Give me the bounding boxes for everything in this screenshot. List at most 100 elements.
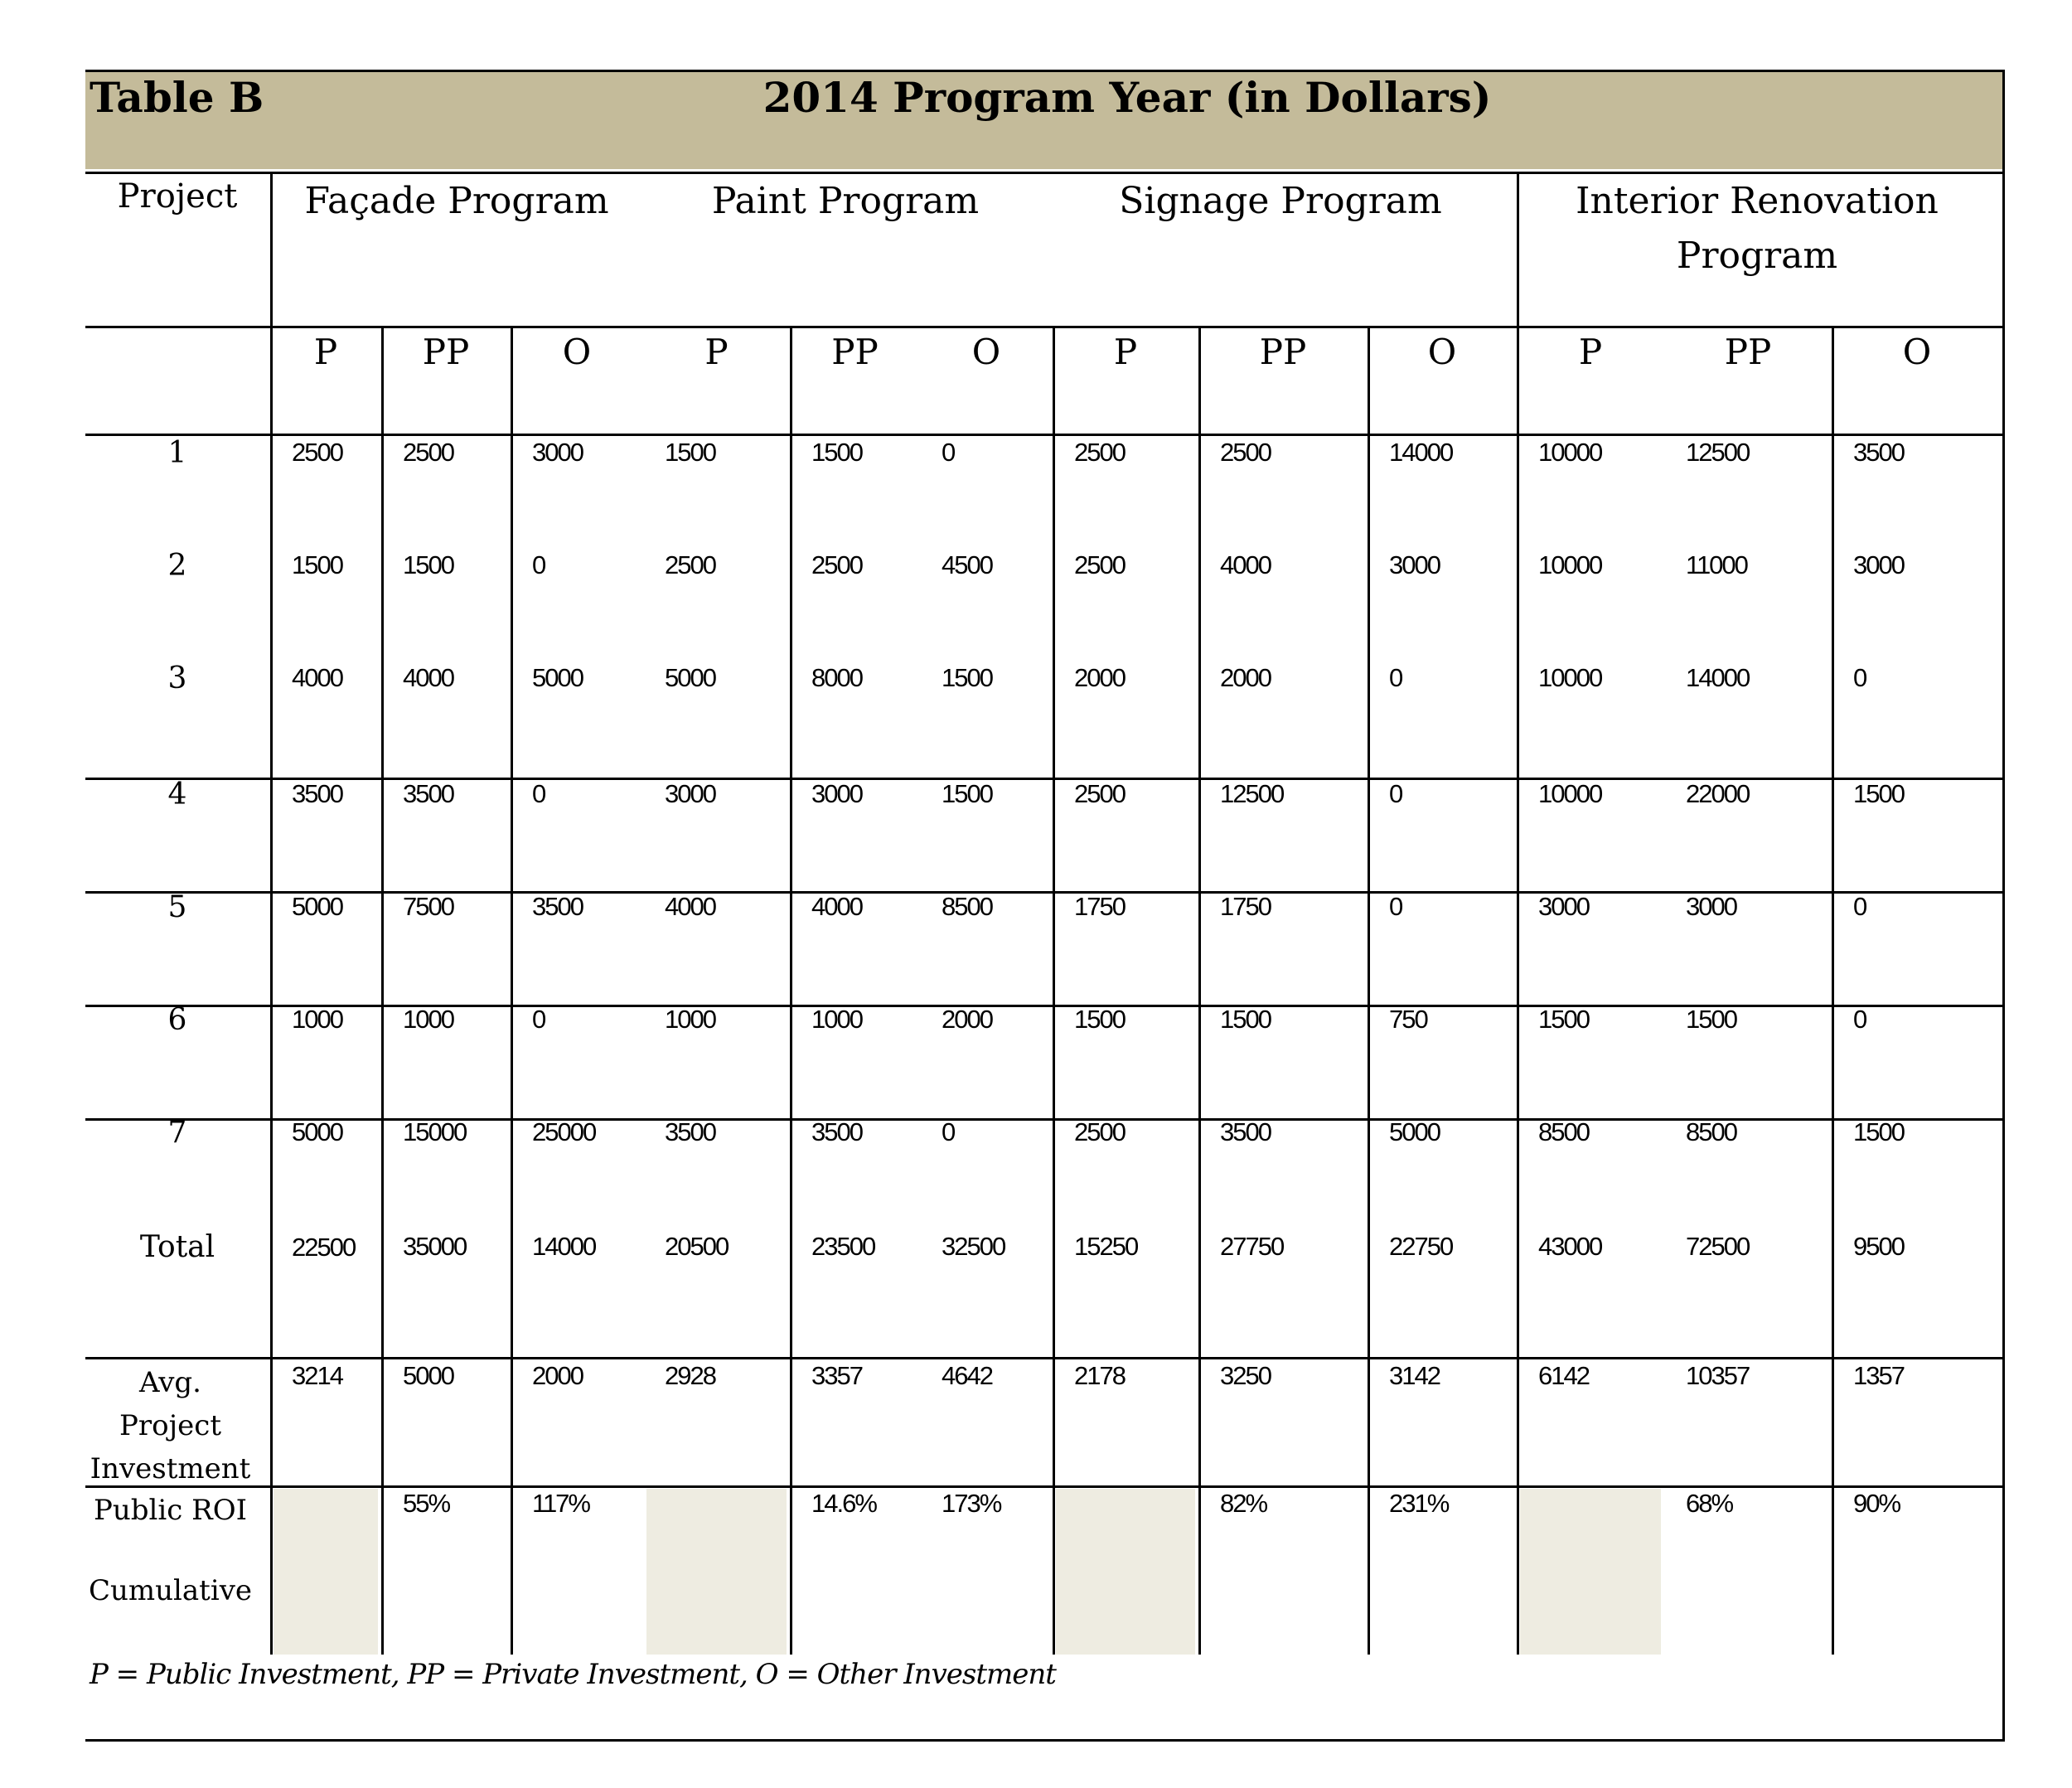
table-label: Table B [90, 73, 264, 122]
table-cell: 4000 [1220, 550, 1272, 579]
grid-line [85, 70, 2005, 72]
table-cell: 3000 [532, 438, 584, 467]
table-cell: 3000 [1686, 892, 1738, 921]
table-cell: 43000 [1538, 1232, 1603, 1261]
grid-line [85, 1005, 2005, 1007]
table-cell: 0 [532, 550, 546, 579]
table-cell: 0 [1853, 663, 1867, 692]
avg-cell: 2178 [1074, 1361, 1126, 1390]
subheader-p: P [704, 332, 729, 372]
avg-cell: 3250 [1220, 1361, 1272, 1390]
table-cell: 3000 [1389, 550, 1441, 579]
subheader-o: O [971, 332, 1001, 372]
table-cell: 5000 [532, 663, 584, 692]
roi-cell: 117% [532, 1489, 591, 1518]
row-label: 6 [167, 1003, 187, 1037]
table-cell: 1750 [1074, 892, 1126, 921]
table-cell: 0 [1853, 892, 1867, 921]
program-header-facade: Façade Program [304, 180, 609, 222]
table-cell: 15000 [403, 1117, 467, 1146]
table-cell: 2500 [1074, 550, 1126, 579]
table-cell: 8500 [1686, 1117, 1738, 1146]
table-cell: 1500 [1686, 1005, 1738, 1034]
avg-cell: 2000 [532, 1361, 584, 1390]
grid-line [85, 326, 2005, 328]
table-cell: 3500 [665, 1117, 717, 1146]
table-cell: 1750 [1220, 892, 1272, 921]
table-cell: 3500 [1220, 1117, 1272, 1146]
avg-row-label: Avg. Project Investment [90, 1366, 251, 1485]
table-cell: 22750 [1389, 1232, 1454, 1261]
subheader-pp: PP [831, 332, 879, 372]
roi-cell: 55% [403, 1489, 451, 1518]
table-cell: 2000 [1074, 663, 1126, 692]
table-cell: 22000 [1686, 779, 1750, 808]
table-cell: 1000 [403, 1005, 455, 1034]
grid-line [85, 891, 2005, 894]
table-cell: 72500 [1686, 1232, 1750, 1261]
table-cell: 3500 [292, 779, 344, 808]
table-cell: 9500 [1853, 1232, 1905, 1261]
table-cell: 0 [1389, 779, 1403, 808]
table-cell: 4000 [811, 892, 864, 921]
table-cell: 25000 [532, 1117, 597, 1146]
table-cell: 0 [1389, 663, 1403, 692]
table-cell: 1500 [942, 779, 994, 808]
table-cell: 5000 [1389, 1117, 1441, 1146]
table-cell: 1500 [292, 550, 344, 579]
table-cell: 4000 [403, 663, 455, 692]
row-label: 2 [167, 549, 187, 583]
program-header-paint: Paint Program [711, 180, 980, 222]
table-cell: 2500 [1074, 438, 1126, 467]
avg-cell: 3214 [292, 1361, 344, 1390]
subheader-pp: PP [422, 332, 470, 372]
grid-line [1198, 326, 1201, 1655]
roi-row-label: Public ROI [93, 1494, 248, 1527]
table-cell: 0 [942, 438, 956, 467]
table-cell: 0 [532, 1005, 546, 1034]
table-cell: 35000 [403, 1232, 467, 1261]
subheader-p: P [313, 332, 338, 372]
table-cell: 4000 [292, 663, 344, 692]
table-cell: 2000 [1220, 663, 1272, 692]
table-cell: 10000 [1538, 438, 1603, 467]
avg-cell: 4642 [942, 1361, 994, 1390]
table-cell: 3000 [665, 779, 717, 808]
table-cell: 1500 [665, 438, 717, 467]
table-cell: 3000 [1538, 892, 1590, 921]
row-label: 5 [167, 890, 187, 924]
grid-line [85, 778, 2005, 780]
table-cell: 22500 [292, 1233, 356, 1262]
table-cell: 3500 [403, 779, 455, 808]
grid-line [381, 326, 384, 1655]
table-cell: 1500 [1220, 1005, 1272, 1034]
table-cell: 0 [532, 779, 546, 808]
subheader-p: P [1113, 332, 1138, 372]
table-cell: 12500 [1686, 438, 1750, 467]
table-cell: 2500 [1074, 779, 1126, 808]
table-cell: 3000 [811, 779, 864, 808]
subheader-pp: PP [1724, 332, 1772, 372]
roi-shaded-cell [1056, 1489, 1195, 1655]
table-cell: 2500 [665, 550, 717, 579]
table-cell: 2500 [292, 438, 344, 467]
footnote: P = Public Investment, PP = Private Inve… [90, 1658, 1057, 1691]
roi-cell: 82% [1220, 1489, 1268, 1518]
roi-shaded-cell [1520, 1489, 1661, 1655]
table-cell: 1500 [1538, 1005, 1590, 1034]
grid-line [85, 1118, 2005, 1121]
table-cell: 8500 [1538, 1117, 1590, 1146]
table-cell: 3000 [1853, 550, 1905, 579]
avg-cell: 10357 [1686, 1361, 1750, 1390]
row-label: 3 [167, 661, 187, 695]
table-cell: 27750 [1220, 1232, 1285, 1261]
roi-shaded-cell [274, 1489, 378, 1655]
table-cell: 14000 [1389, 438, 1454, 467]
avg-cell: 6142 [1538, 1361, 1590, 1390]
table-cell: 10000 [1538, 779, 1603, 808]
subheader-o: O [1427, 332, 1457, 372]
roi-cell: 14.6% [811, 1489, 878, 1518]
table-cell: 2500 [403, 438, 455, 467]
table-cell: 3500 [811, 1117, 864, 1146]
table-cell: 0 [1389, 892, 1403, 921]
